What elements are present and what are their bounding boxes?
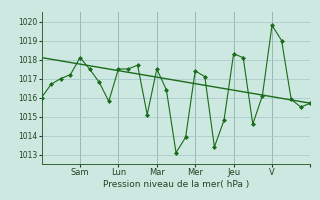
X-axis label: Pression niveau de la mer( hPa ): Pression niveau de la mer( hPa ) — [103, 180, 249, 189]
